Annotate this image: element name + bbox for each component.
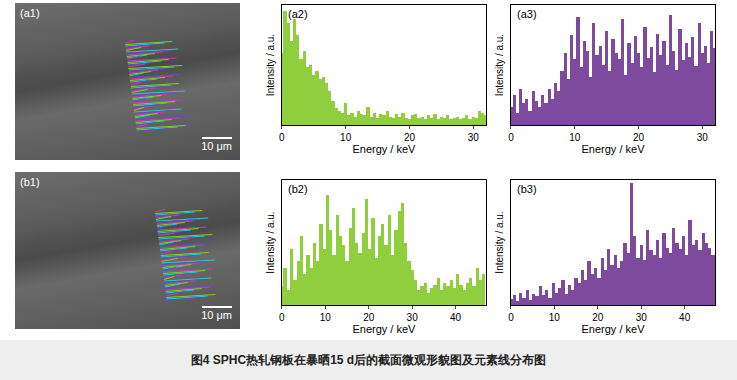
- svg-text:30: 30: [407, 312, 419, 323]
- svg-text:20: 20: [592, 312, 604, 323]
- svg-text:(b3): (b3): [517, 183, 537, 195]
- svg-text:40: 40: [679, 312, 691, 323]
- svg-text:Energy / keV: Energy / keV: [352, 143, 416, 155]
- svg-text:20: 20: [363, 312, 375, 323]
- svg-text:Intensity / a.u.: Intensity / a.u.: [494, 211, 505, 273]
- svg-text:Intensity / a.u.: Intensity / a.u.: [265, 211, 276, 273]
- svg-text:30: 30: [697, 132, 709, 143]
- svg-text:Energy / keV: Energy / keV: [352, 323, 416, 335]
- svg-text:10: 10: [340, 132, 352, 143]
- svg-text:Energy / keV: Energy / keV: [582, 323, 646, 335]
- svg-text:0: 0: [508, 312, 514, 323]
- svg-text:40: 40: [450, 312, 462, 323]
- svg-text:30: 30: [468, 132, 480, 143]
- svg-text:Intensity / a.u.: Intensity / a.u.: [494, 34, 505, 96]
- html-text:(b1): (b1): [20, 176, 40, 188]
- svg-text:10: 10: [320, 312, 332, 323]
- html-text:(a1): (a1): [20, 7, 40, 19]
- svg-text:Intensity / a.u.: Intensity / a.u.: [265, 34, 276, 96]
- svg-text:30: 30: [636, 312, 648, 323]
- svg-text:20: 20: [633, 132, 645, 143]
- svg-text:(b2): (b2): [288, 183, 308, 195]
- html-text:图4 SPHC热轧钢板在暴晒15 d后的截面微观形貌图及元素: 图4 SPHC热轧钢板在暴晒15 d后的截面微观形貌图及元素线分布图: [190, 353, 547, 367]
- svg-text:20: 20: [404, 132, 416, 143]
- svg-text:0: 0: [508, 132, 514, 143]
- svg-text:0: 0: [279, 132, 285, 143]
- svg-text:10: 10: [569, 132, 581, 143]
- svg-text:0: 0: [279, 312, 285, 323]
- html-text:10 μm: 10 μm: [201, 140, 232, 152]
- svg-text:(a3): (a3): [517, 8, 537, 20]
- html-text:10 μm: 10 μm: [201, 309, 232, 321]
- svg-text:10: 10: [549, 312, 561, 323]
- svg-text:(a2): (a2): [288, 8, 308, 20]
- svg-text:Energy / keV: Energy / keV: [582, 143, 646, 155]
